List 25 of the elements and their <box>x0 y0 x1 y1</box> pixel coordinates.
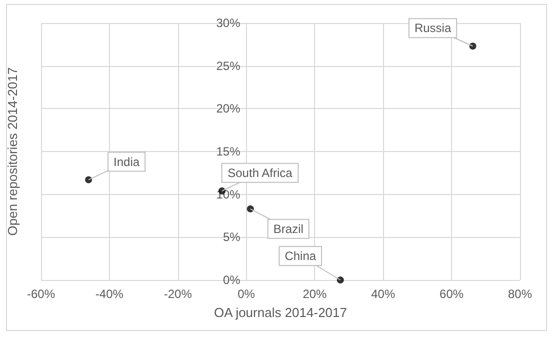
y-tick-label: 25% <box>216 58 241 73</box>
point <box>336 276 344 284</box>
x-tick-label: -60% <box>26 287 56 301</box>
annotation: Brazil <box>273 222 304 236</box>
y-tick-label: 20% <box>216 102 241 116</box>
y-tick-label: 10% <box>216 187 241 202</box>
x-tick-label: -40% <box>95 287 124 301</box>
x-tick-label: 20% <box>302 287 328 301</box>
x-tick-label: 80% <box>508 287 532 301</box>
annotation: China <box>284 249 316 263</box>
x-tick-label: -20% <box>164 287 192 301</box>
y-tick-label: 30% <box>216 16 241 30</box>
x-tick-label: 60% <box>440 287 464 301</box>
y-axis-title: Open repositories 2014-2017 <box>5 67 20 236</box>
point <box>85 176 92 184</box>
annotation: South Africa <box>228 166 293 180</box>
annotation: Russia <box>414 21 452 36</box>
y-tick-label: 15% <box>216 144 241 158</box>
x-axis-title: OA journals 2014-2017 <box>214 305 347 320</box>
annotation: India <box>114 154 140 169</box>
point <box>246 205 254 212</box>
y-tick-label: 0% <box>222 273 241 287</box>
x-tick-label: 0% <box>238 287 256 301</box>
x-tick-label: 40% <box>371 287 396 301</box>
y-tick-label: 5% <box>222 230 241 244</box>
